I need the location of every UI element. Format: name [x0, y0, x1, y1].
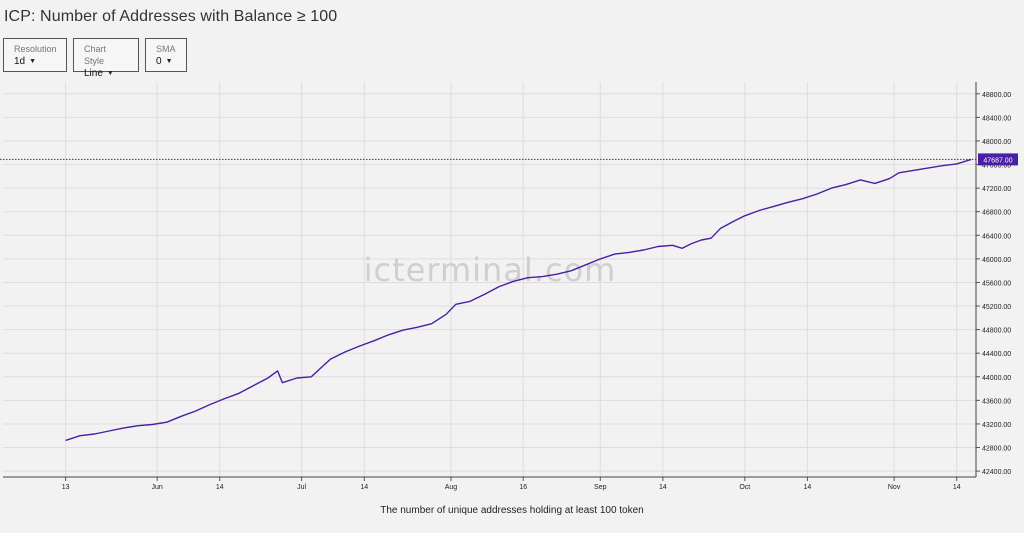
chart-controls: Resolution 1d ▼ Chart Style Line ▼ SMA 0 ▼	[3, 38, 187, 79]
x-tick-label: 14	[659, 484, 667, 491]
y-tick-label: 48800.00	[982, 92, 1011, 99]
x-tick-label: Jul	[297, 484, 306, 491]
watermark: icterminal.com	[364, 251, 617, 289]
x-tick-label: Jun	[151, 484, 162, 491]
x-tick-label: Nov	[888, 484, 901, 491]
y-tick-label: 42400.00	[982, 469, 1011, 476]
y-tick-label: 43600.00	[982, 398, 1011, 405]
y-tick-label: 45200.00	[982, 304, 1011, 311]
caret-down-icon: ▼	[106, 70, 114, 77]
page-title: ICP: Number of Addresses with Balance ≥ …	[4, 8, 338, 25]
resolution-label: Resolution	[14, 44, 57, 54]
chart-style-label: Chart Style	[84, 44, 107, 66]
sma-label: SMA	[156, 44, 176, 54]
y-tick-label: 43200.00	[982, 422, 1011, 429]
y-tick-label: 48400.00	[982, 115, 1011, 122]
y-tick-label: 47600.00	[982, 163, 1011, 170]
chart-caption: The number of unique addresses holding a…	[380, 505, 644, 516]
chart-style-dropdown[interactable]: Chart Style Line ▼	[73, 38, 139, 79]
y-tick-label: 44000.00	[982, 375, 1011, 382]
caret-down-icon: ▼	[29, 58, 37, 65]
x-tick-label: 14	[360, 484, 368, 491]
y-tick-label: 44400.00	[982, 351, 1011, 358]
y-tick-label: 45600.00	[982, 280, 1011, 287]
x-tick-label: Sep	[594, 484, 607, 491]
x-tick-label: Oct	[739, 484, 750, 491]
x-tick-label: 14	[953, 484, 961, 491]
series-line	[65, 158, 972, 442]
sma-value: 0 ▼	[156, 56, 173, 67]
y-tick-label: 46000.00	[982, 257, 1011, 264]
y-tick-label: 48000.00	[982, 139, 1011, 146]
last-value-badge	[978, 153, 1018, 166]
x-tick-label: Aug	[445, 484, 458, 491]
resolution-value: 1d ▼	[14, 56, 37, 67]
x-tick-label: 14	[216, 484, 224, 491]
y-tick-label: 44800.00	[982, 328, 1011, 335]
y-tick-label: 42800.00	[982, 446, 1011, 453]
y-tick-label: 46800.00	[982, 210, 1011, 217]
resolution-dropdown[interactable]: Resolution 1d ▼	[3, 38, 67, 72]
x-tick-label: 14	[804, 484, 812, 491]
x-tick-label: 16	[519, 484, 527, 491]
y-tick-label: 46400.00	[982, 233, 1011, 240]
chart-style-value: Line ▼	[84, 68, 114, 79]
y-tick-label: 47200.00	[982, 186, 1011, 193]
x-tick-label: 13	[62, 484, 70, 491]
last-value-label: 47687.00	[983, 157, 1012, 164]
caret-down-icon: ▼	[165, 58, 173, 65]
sma-dropdown[interactable]: SMA 0 ▼	[145, 38, 187, 72]
